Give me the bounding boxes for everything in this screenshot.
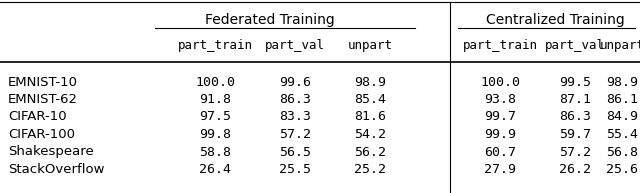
- Text: 81.6: 81.6: [354, 111, 386, 124]
- Text: StackOverflow: StackOverflow: [8, 163, 104, 176]
- Text: part_train: part_train: [177, 40, 253, 52]
- Text: 56.5: 56.5: [279, 146, 311, 158]
- Text: 93.8: 93.8: [484, 93, 516, 106]
- Text: unpart: unpart: [600, 40, 640, 52]
- Text: 27.9: 27.9: [484, 163, 516, 176]
- Text: part_val: part_val: [265, 40, 325, 52]
- Text: 55.4: 55.4: [606, 128, 638, 141]
- Text: 84.9: 84.9: [606, 111, 638, 124]
- Text: 99.5: 99.5: [559, 75, 591, 89]
- Text: 86.1: 86.1: [606, 93, 638, 106]
- Text: 57.2: 57.2: [279, 128, 311, 141]
- Text: 56.8: 56.8: [606, 146, 638, 158]
- Text: 58.8: 58.8: [199, 146, 231, 158]
- Text: part_val: part_val: [545, 40, 605, 52]
- Text: Federated Training: Federated Training: [205, 13, 335, 27]
- Text: EMNIST-10: EMNIST-10: [8, 75, 78, 89]
- Text: 98.9: 98.9: [606, 75, 638, 89]
- Text: unpart: unpart: [348, 40, 392, 52]
- Text: 97.5: 97.5: [199, 111, 231, 124]
- Text: 91.8: 91.8: [199, 93, 231, 106]
- Text: 26.2: 26.2: [559, 163, 591, 176]
- Text: 26.4: 26.4: [199, 163, 231, 176]
- Text: 60.7: 60.7: [484, 146, 516, 158]
- Text: 99.9: 99.9: [484, 128, 516, 141]
- Text: 100.0: 100.0: [195, 75, 235, 89]
- Text: 85.4: 85.4: [354, 93, 386, 106]
- Text: 57.2: 57.2: [559, 146, 591, 158]
- Text: 25.2: 25.2: [354, 163, 386, 176]
- Text: EMNIST-62: EMNIST-62: [8, 93, 78, 106]
- Text: Centralized Training: Centralized Training: [486, 13, 625, 27]
- Text: 98.9: 98.9: [354, 75, 386, 89]
- Text: 99.6: 99.6: [279, 75, 311, 89]
- Text: 83.3: 83.3: [279, 111, 311, 124]
- Text: 86.3: 86.3: [279, 93, 311, 106]
- Text: 25.6: 25.6: [606, 163, 638, 176]
- Text: part_train: part_train: [463, 40, 538, 52]
- Text: 86.3: 86.3: [559, 111, 591, 124]
- Text: 99.7: 99.7: [484, 111, 516, 124]
- Text: 99.8: 99.8: [199, 128, 231, 141]
- Text: CIFAR-10: CIFAR-10: [8, 111, 67, 124]
- Text: Shakespeare: Shakespeare: [8, 146, 93, 158]
- Text: CIFAR-100: CIFAR-100: [8, 128, 75, 141]
- Text: 25.5: 25.5: [279, 163, 311, 176]
- Text: 100.0: 100.0: [480, 75, 520, 89]
- Text: 87.1: 87.1: [559, 93, 591, 106]
- Text: 59.7: 59.7: [559, 128, 591, 141]
- Text: 54.2: 54.2: [354, 128, 386, 141]
- Text: 56.2: 56.2: [354, 146, 386, 158]
